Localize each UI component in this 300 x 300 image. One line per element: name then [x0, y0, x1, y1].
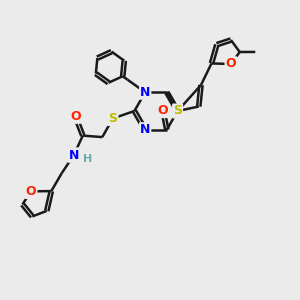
Text: O: O [158, 104, 168, 117]
Text: O: O [226, 58, 236, 70]
Text: S: S [108, 112, 117, 125]
Text: N: N [140, 86, 150, 99]
Text: O: O [226, 58, 236, 70]
Text: N: N [69, 148, 79, 162]
Text: H: H [83, 154, 92, 164]
Text: N: N [140, 123, 150, 136]
Text: H: H [83, 154, 92, 164]
Text: S: S [173, 104, 182, 118]
Text: O: O [70, 110, 81, 123]
Text: O: O [26, 185, 36, 198]
Text: O: O [158, 104, 168, 117]
Text: S: S [108, 112, 117, 125]
Text: N: N [69, 148, 79, 162]
Text: O: O [26, 185, 36, 198]
Text: O: O [70, 110, 81, 123]
